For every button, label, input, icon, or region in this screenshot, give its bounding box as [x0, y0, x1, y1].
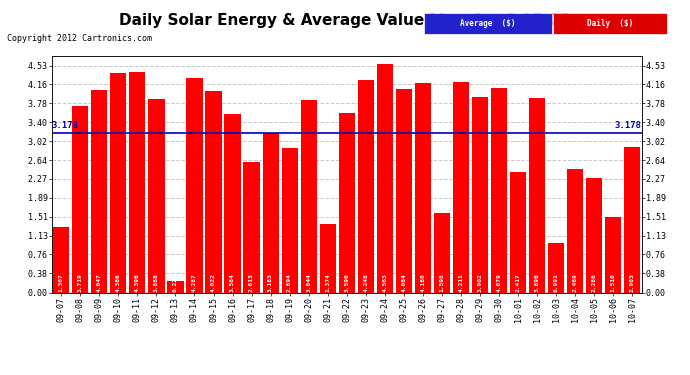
Bar	[148, 99, 164, 292]
Text: 4.386: 4.386	[116, 273, 121, 292]
Text: 3.183: 3.183	[268, 273, 273, 292]
Bar	[586, 178, 602, 292]
Bar	[91, 90, 108, 292]
Bar	[53, 227, 70, 292]
Text: 2.469: 2.469	[573, 273, 578, 292]
Bar	[357, 80, 374, 292]
Text: 0.991: 0.991	[553, 273, 559, 292]
Text: 4.396: 4.396	[135, 273, 140, 292]
Bar	[206, 91, 221, 292]
Bar	[186, 78, 203, 292]
Text: 4.287: 4.287	[192, 273, 197, 292]
Text: 3.564: 3.564	[230, 273, 235, 292]
Bar	[453, 82, 469, 292]
Text: Copyright 2012 Cartronics.com: Copyright 2012 Cartronics.com	[7, 34, 152, 43]
Bar	[491, 88, 507, 292]
Text: 3.178: 3.178	[52, 122, 79, 130]
Text: 4.079: 4.079	[497, 273, 502, 292]
Bar	[110, 73, 126, 292]
Text: 4.248: 4.248	[363, 273, 368, 292]
Text: Daily Solar Energy & Average Value Mon Oct 8 07:05: Daily Solar Energy & Average Value Mon O…	[119, 13, 571, 28]
Bar	[301, 100, 317, 292]
Text: 1.307: 1.307	[59, 273, 63, 292]
Bar	[510, 171, 526, 292]
Text: 2.903: 2.903	[630, 273, 635, 292]
Text: 1.374: 1.374	[325, 273, 331, 292]
Bar	[319, 224, 336, 292]
Text: 2.613: 2.613	[249, 273, 254, 292]
Text: 4.211: 4.211	[458, 273, 464, 292]
Bar	[339, 113, 355, 292]
Text: 2.894: 2.894	[287, 273, 292, 292]
Text: 3.890: 3.890	[535, 273, 540, 292]
Bar	[244, 162, 259, 292]
Bar	[224, 114, 241, 292]
Bar	[472, 97, 488, 292]
Text: 4.064: 4.064	[402, 273, 406, 292]
Text: 3.844: 3.844	[306, 273, 311, 292]
Text: 4.180: 4.180	[420, 273, 425, 292]
Text: 0.227: 0.227	[173, 273, 178, 292]
Text: Daily  ($): Daily ($)	[587, 19, 633, 28]
Text: 3.902: 3.902	[477, 273, 482, 292]
Bar	[262, 133, 279, 292]
Text: Average  ($): Average ($)	[460, 19, 516, 28]
Bar	[548, 243, 564, 292]
Bar	[434, 213, 450, 292]
Text: 1.598: 1.598	[440, 273, 444, 292]
Text: 2.417: 2.417	[515, 273, 520, 292]
Bar	[377, 64, 393, 292]
Text: 4.022: 4.022	[211, 273, 216, 292]
Bar	[605, 217, 621, 292]
Bar	[396, 89, 412, 292]
Bar	[529, 98, 545, 292]
Text: 3.719: 3.719	[78, 273, 83, 292]
Bar	[415, 83, 431, 292]
Bar	[282, 148, 297, 292]
Text: 1.510: 1.510	[611, 273, 615, 292]
Text: 3.868: 3.868	[154, 273, 159, 292]
Text: 4.047: 4.047	[97, 273, 102, 292]
Bar	[168, 281, 184, 292]
Bar	[129, 72, 146, 292]
Bar	[567, 169, 583, 292]
Bar	[72, 106, 88, 292]
Text: 2.286: 2.286	[591, 273, 597, 292]
Text: 4.563: 4.563	[382, 273, 387, 292]
Text: 3.178: 3.178	[615, 122, 642, 130]
Bar	[624, 147, 640, 292]
Text: 3.590: 3.590	[344, 273, 349, 292]
